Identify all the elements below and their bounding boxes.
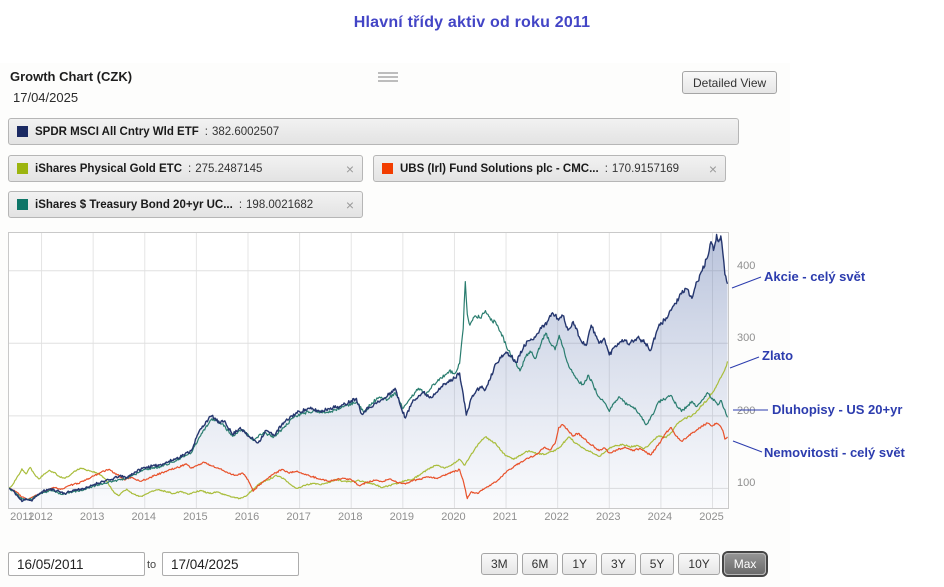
y-tick-label: 200 (737, 404, 756, 417)
x-tick-label: 2023 (596, 511, 621, 523)
annotation-connector-lines (729, 276, 768, 453)
range-3y-button[interactable]: 3Y (601, 553, 636, 575)
growth-chart-svg (8, 233, 729, 508)
range-1y-button[interactable]: 1Y (562, 553, 598, 575)
range-3m-button[interactable]: 3M (481, 553, 518, 575)
to-date-input[interactable] (162, 552, 299, 576)
legend-chip-akcie[interactable]: SPDR MSCI All Cntry Wld ETF : 382.600250… (8, 118, 739, 145)
hamburger-icon[interactable] (378, 72, 400, 84)
legend-name: iShares Physical Gold ETC (35, 162, 182, 175)
close-icon[interactable]: × (708, 160, 717, 177)
legend-name: iShares $ Treasury Bond 20+yr UC... (35, 198, 233, 211)
to-label: to (147, 559, 157, 571)
series-color-swatch (382, 163, 393, 174)
series-area-fill (9, 234, 728, 508)
series-line-0 (8, 233, 729, 503)
widget-date: 17/04/2025 (13, 90, 79, 105)
from-date-input[interactable] (8, 552, 145, 576)
series-color-swatch (17, 126, 28, 137)
legend-value: 275.2487145 (195, 162, 263, 175)
series-color-swatch (17, 163, 28, 174)
x-tick-label: 2019 (389, 511, 415, 523)
widget-title: Growth Chart (CZK) (10, 69, 133, 84)
legend-chip-dluhopisy[interactable]: iShares $ Treasury Bond 20+yr UC... : 19… (8, 191, 363, 218)
x-tick-label: 2015 (183, 511, 208, 523)
x-axis-labels: 2011 2012 2013 2014 2015 2016 2017 2018 2019 2020… (8, 511, 729, 525)
legend-value: 198.0021682 (246, 198, 314, 211)
close-icon[interactable]: × (345, 160, 354, 177)
x-tick-label: 2025 (699, 511, 724, 523)
x-tick-label: 2014 (131, 511, 156, 523)
x-tick-label: 2022 (544, 511, 569, 523)
legend-separator: : (604, 162, 608, 175)
range-10y-button[interactable]: 10Y (678, 553, 720, 575)
x-tick-label: 2021 (492, 511, 518, 523)
chart-plot-area[interactable] (8, 232, 729, 509)
x-tick-label: 2024 (647, 511, 673, 523)
y-tick-label: 300 (737, 332, 756, 345)
legend-name: UBS (Irl) Fund Solutions plc - CMC... (400, 162, 599, 175)
close-icon[interactable]: × (345, 196, 354, 213)
legend-separator: : (204, 125, 208, 138)
legend-chip-nemovitosti[interactable]: UBS (Irl) Fund Solutions plc - CMC... : … (373, 155, 726, 182)
range-buttons: 3M 6M 1Y 3Y 5Y 10Y Max (481, 553, 767, 575)
x-tick-label: 2012 (28, 511, 53, 523)
x-tick-label: 2018 (337, 511, 363, 523)
y-tick-label: 100 (737, 477, 756, 490)
y-tick-label: 400 (737, 259, 756, 272)
x-tick-label: 2011 (10, 511, 34, 523)
legend-name: SPDR MSCI All Cntry Wld ETF (35, 125, 199, 138)
annotation-nemovitosti: Nemovitosti - celý svět (764, 445, 905, 460)
x-tick-label: 2013 (79, 511, 105, 523)
y-axis-labels: 100 200 300 400 (737, 232, 767, 509)
legend-chip-zlato[interactable]: iShares Physical Gold ETC : 275.2487145 … (8, 155, 363, 182)
annotation-zlato: Zlato (762, 348, 794, 363)
annotation-dluhopisy: Dluhopisy - US 20+yr (772, 402, 903, 417)
legend-separator: : (188, 162, 192, 175)
page-title: Hlavní třídy aktiv od roku 2011 (353, 14, 591, 31)
legend-value: 382.6002507 (211, 125, 280, 138)
detailed-view-button[interactable]: Detailed View (682, 71, 778, 94)
range-6m-button[interactable]: 6M (521, 553, 559, 575)
x-tick-label: 2016 (234, 511, 260, 523)
x-tick-label: 2020 (441, 511, 466, 523)
series-color-swatch (17, 199, 28, 210)
x-tick-label: 2017 (286, 511, 311, 523)
annotation-akcie: Akcie - celý svět (764, 269, 866, 284)
range-max-button[interactable]: Max (723, 553, 767, 575)
legend-separator: : (238, 198, 243, 211)
range-5y-button[interactable]: 5Y (639, 553, 675, 575)
legend-value: 170.9157169 (611, 162, 680, 175)
